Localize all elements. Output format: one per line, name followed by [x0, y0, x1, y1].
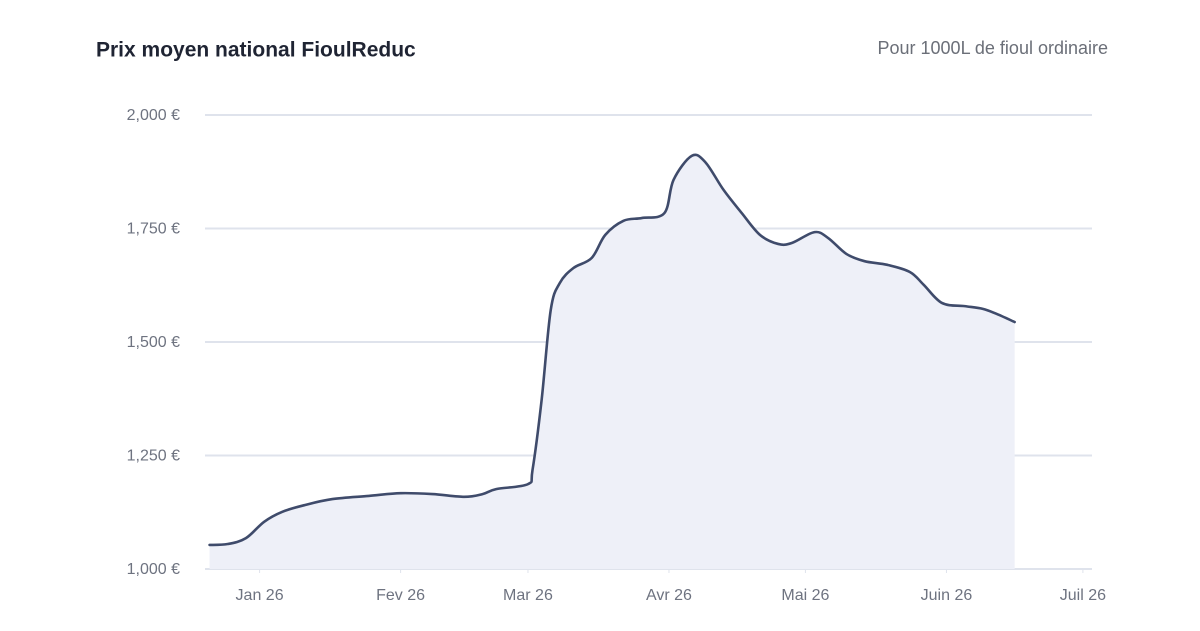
x-tick-label: Juin 26: [921, 587, 973, 604]
area-fill: [209, 154, 1015, 569]
x-tick-label: Avr 26: [646, 587, 692, 604]
y-tick-label: 1,000 €: [127, 561, 180, 578]
x-tick-label: Mar 26: [503, 587, 553, 604]
price-line: [208, 153, 1016, 547]
x-tick-label: Mai 26: [781, 587, 829, 604]
y-tick-label: 2,000 €: [127, 107, 180, 124]
y-tick-label: 1,750 €: [127, 221, 180, 238]
chart-title: Prix moyen national FioulReduc: [96, 39, 416, 62]
x-tick-label: Jan 26: [236, 587, 284, 604]
x-tick-label: Juil 26: [1060, 587, 1106, 604]
chart-subtitle: Pour 1000L de fioul ordinaire: [878, 38, 1109, 58]
y-tick-label: 1,500 €: [127, 334, 180, 351]
x-tick-label: Fev 26: [376, 587, 425, 604]
y-tick-label: 1,250 €: [127, 448, 180, 465]
